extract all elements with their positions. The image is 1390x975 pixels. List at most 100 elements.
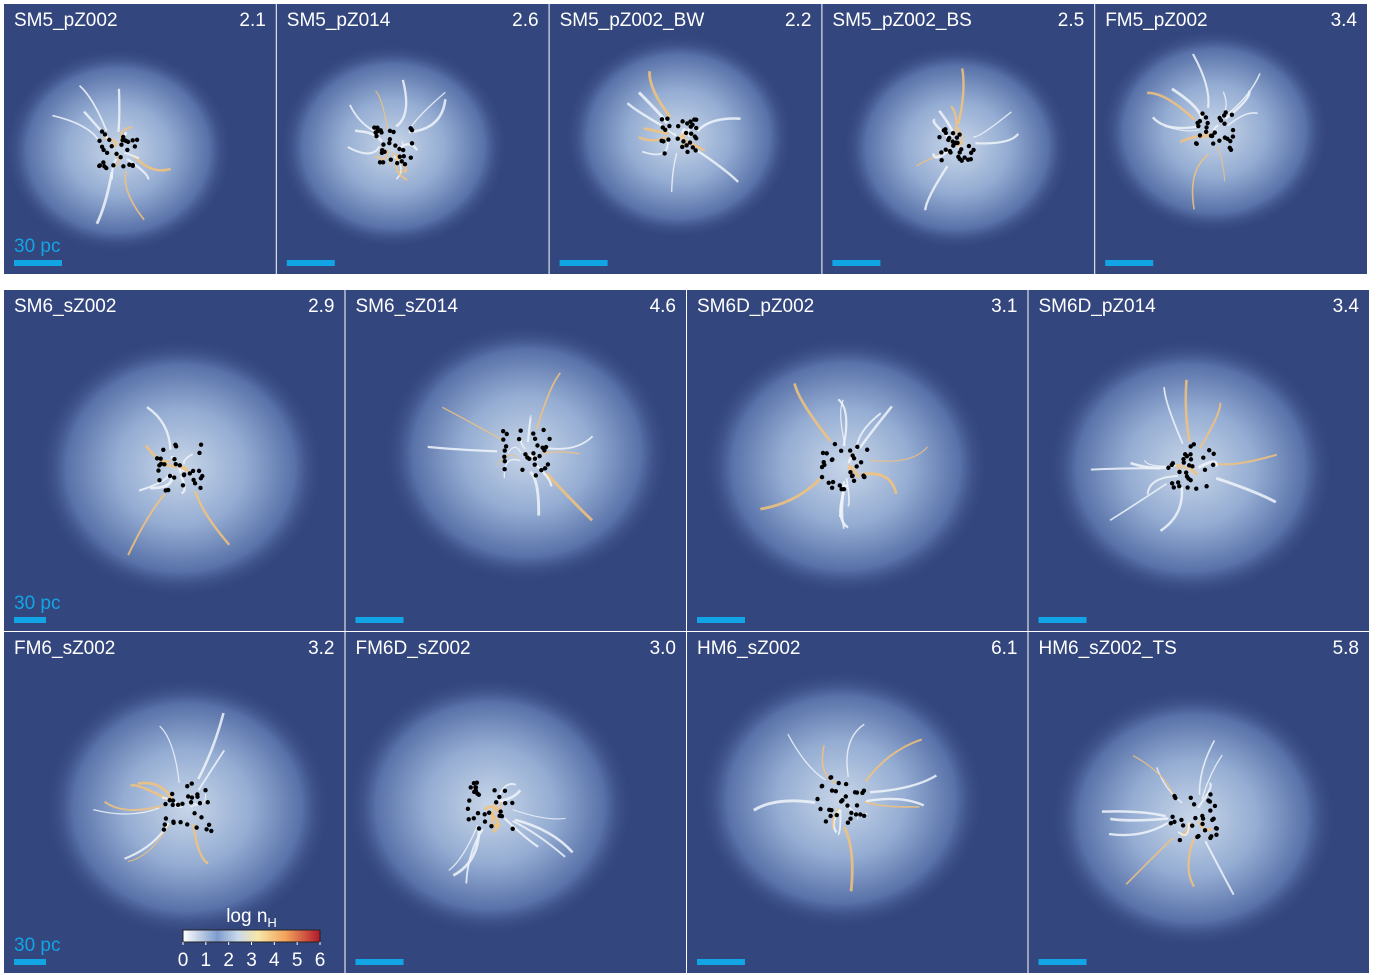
filament <box>427 445 498 453</box>
filament <box>535 372 561 430</box>
star <box>1171 485 1176 490</box>
star <box>690 122 695 127</box>
star <box>127 162 132 167</box>
star <box>951 143 956 148</box>
star <box>1200 813 1205 819</box>
star <box>535 443 540 448</box>
star <box>381 142 386 147</box>
star <box>498 809 503 814</box>
star <box>861 813 867 819</box>
scale-bar <box>355 959 404 965</box>
star <box>173 461 178 467</box>
star <box>380 160 386 165</box>
filament <box>1188 467 1198 476</box>
star <box>829 485 835 491</box>
panel-name: FM5_pZ002 <box>1105 10 1207 31</box>
star <box>120 134 126 140</box>
filament <box>408 99 447 134</box>
star <box>1191 442 1197 447</box>
colorbar-tick-label: 2 <box>223 950 234 971</box>
star <box>482 812 487 817</box>
star <box>1183 470 1189 475</box>
filament <box>1201 754 1223 800</box>
filament <box>503 817 539 848</box>
star <box>1208 792 1213 797</box>
filament <box>375 149 389 160</box>
filament <box>1159 486 1184 532</box>
panel: SM6_sZ002 2.9 30 pc <box>4 290 345 631</box>
panel: SM5_pZ002 2.1 30 pc <box>4 4 276 274</box>
filament <box>1125 837 1174 885</box>
star <box>533 473 539 478</box>
filament <box>146 406 172 450</box>
star <box>820 450 826 456</box>
filament <box>1227 73 1261 115</box>
star <box>516 436 522 442</box>
gas-cloud <box>279 43 508 249</box>
star <box>523 452 528 457</box>
star <box>968 156 974 162</box>
star <box>382 149 387 155</box>
star <box>828 775 834 780</box>
star <box>189 795 195 800</box>
filament <box>637 91 669 125</box>
star <box>502 801 508 806</box>
star <box>1177 837 1183 843</box>
star <box>532 456 538 461</box>
star <box>541 427 546 433</box>
star <box>843 781 849 787</box>
scale-bar <box>286 260 335 266</box>
star <box>836 780 841 786</box>
star <box>851 478 857 483</box>
star <box>532 462 537 467</box>
star <box>173 444 179 449</box>
filament <box>696 117 741 133</box>
filament <box>124 151 140 160</box>
filament <box>490 810 501 828</box>
star <box>966 143 972 149</box>
star <box>397 154 403 159</box>
panel-value: 3.4 <box>1331 10 1358 31</box>
star <box>693 117 699 122</box>
star <box>198 442 204 447</box>
star <box>401 154 406 159</box>
star <box>180 483 186 488</box>
star <box>939 150 944 155</box>
panel-value: 4.6 <box>650 296 676 317</box>
scale-bar <box>14 959 46 965</box>
scale-label: 30 pc <box>14 935 60 956</box>
filament <box>503 458 521 478</box>
filament <box>793 383 832 443</box>
star <box>525 455 530 460</box>
gas-cloud <box>702 336 989 596</box>
panel: SM5_pZ002_BW 2.2 <box>549 4 822 274</box>
filament <box>512 809 566 820</box>
star <box>493 800 499 805</box>
star <box>119 142 124 147</box>
filament <box>347 145 381 155</box>
filament <box>858 405 893 449</box>
filament <box>103 800 163 811</box>
star <box>1229 112 1235 118</box>
star <box>1222 135 1228 140</box>
star <box>501 437 506 442</box>
panel-name: FM6D_sZ002 <box>356 638 471 659</box>
star <box>102 132 108 137</box>
star <box>941 128 946 133</box>
star <box>134 137 140 142</box>
star <box>205 800 210 805</box>
filament <box>1109 483 1167 521</box>
star <box>962 155 967 160</box>
star <box>830 457 835 462</box>
filament <box>938 109 954 138</box>
filament <box>837 809 842 836</box>
star <box>118 154 123 160</box>
star <box>197 450 202 456</box>
star <box>823 819 829 824</box>
star <box>374 133 379 139</box>
filament <box>192 793 207 805</box>
star <box>510 800 515 806</box>
star <box>504 431 509 437</box>
star <box>1169 481 1175 486</box>
